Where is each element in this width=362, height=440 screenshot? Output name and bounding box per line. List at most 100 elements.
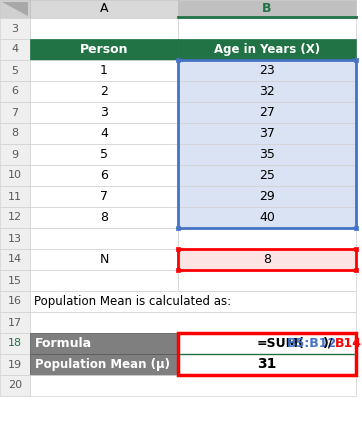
Bar bbox=[30, 18, 178, 39]
Bar bbox=[178, 60, 356, 228]
Text: 5: 5 bbox=[100, 148, 108, 161]
Text: 12: 12 bbox=[8, 213, 22, 223]
Text: 8: 8 bbox=[12, 128, 18, 139]
Bar bbox=[178, 144, 356, 165]
Bar bbox=[0, 102, 30, 123]
Bar bbox=[178, 249, 356, 270]
Text: 40: 40 bbox=[259, 211, 275, 224]
Bar bbox=[0, 207, 30, 228]
Bar bbox=[30, 186, 178, 207]
Text: 29: 29 bbox=[259, 190, 275, 203]
Bar bbox=[0, 354, 30, 375]
Bar bbox=[178, 18, 356, 39]
Text: 4: 4 bbox=[12, 44, 18, 55]
Bar bbox=[30, 333, 178, 354]
Text: 7: 7 bbox=[100, 190, 108, 203]
Bar bbox=[178, 0, 356, 18]
Text: B5:B12: B5:B12 bbox=[287, 337, 337, 350]
Bar bbox=[178, 81, 356, 102]
Text: B: B bbox=[262, 3, 272, 15]
Bar bbox=[30, 165, 178, 186]
Text: 14: 14 bbox=[8, 254, 22, 264]
Text: =SUM(: =SUM( bbox=[257, 337, 305, 350]
Text: 8: 8 bbox=[263, 253, 271, 266]
Text: 31: 31 bbox=[257, 357, 277, 371]
Text: 4: 4 bbox=[100, 127, 108, 140]
Bar bbox=[0, 333, 30, 354]
Bar bbox=[178, 186, 356, 207]
Text: 37: 37 bbox=[259, 127, 275, 140]
Text: 25: 25 bbox=[259, 169, 275, 182]
Text: Person: Person bbox=[80, 43, 128, 56]
Text: Age in Years (X): Age in Years (X) bbox=[214, 43, 320, 56]
Bar bbox=[0, 312, 30, 333]
Bar bbox=[0, 249, 30, 270]
Bar bbox=[0, 228, 30, 249]
Bar bbox=[354, 58, 358, 62]
Bar bbox=[0, 123, 30, 144]
Polygon shape bbox=[2, 2, 28, 16]
Text: 27: 27 bbox=[259, 106, 275, 119]
Text: 16: 16 bbox=[8, 297, 22, 307]
Text: 15: 15 bbox=[8, 275, 22, 286]
Bar bbox=[0, 291, 30, 312]
Bar bbox=[30, 39, 178, 60]
Bar bbox=[30, 60, 178, 81]
Bar bbox=[0, 18, 30, 39]
Bar bbox=[354, 247, 358, 251]
Bar bbox=[176, 58, 180, 62]
Bar bbox=[0, 270, 30, 291]
Bar bbox=[30, 123, 178, 144]
Text: A: A bbox=[100, 3, 108, 15]
Text: 6: 6 bbox=[12, 87, 18, 96]
Text: 20: 20 bbox=[8, 381, 22, 390]
Bar bbox=[30, 144, 178, 165]
Text: 17: 17 bbox=[8, 318, 22, 327]
Bar bbox=[30, 207, 178, 228]
Text: B14: B14 bbox=[335, 337, 362, 350]
Bar bbox=[30, 354, 178, 375]
Text: 35: 35 bbox=[259, 148, 275, 161]
Bar bbox=[30, 312, 356, 333]
Bar bbox=[178, 123, 356, 144]
Bar bbox=[30, 102, 178, 123]
Text: 7: 7 bbox=[12, 107, 18, 117]
Text: 3: 3 bbox=[100, 106, 108, 119]
Text: Population Mean (μ): Population Mean (μ) bbox=[35, 358, 170, 371]
Bar bbox=[178, 228, 356, 249]
Bar bbox=[30, 291, 356, 312]
Text: 13: 13 bbox=[8, 234, 22, 243]
Bar bbox=[178, 102, 356, 123]
Bar bbox=[178, 270, 356, 291]
Text: 2: 2 bbox=[100, 85, 108, 98]
Bar bbox=[0, 60, 30, 81]
Bar bbox=[354, 268, 358, 272]
Text: 19: 19 bbox=[8, 359, 22, 370]
Bar bbox=[176, 226, 180, 230]
Text: 10: 10 bbox=[8, 170, 22, 180]
Text: 5: 5 bbox=[12, 66, 18, 76]
Bar bbox=[0, 375, 30, 396]
Bar bbox=[178, 333, 356, 375]
Text: )/: )/ bbox=[323, 337, 333, 350]
Bar bbox=[354, 226, 358, 230]
Bar bbox=[0, 0, 30, 18]
Text: 8: 8 bbox=[100, 211, 108, 224]
Bar bbox=[30, 228, 178, 249]
Text: N: N bbox=[99, 253, 109, 266]
Bar bbox=[176, 247, 180, 251]
Bar bbox=[0, 144, 30, 165]
Bar bbox=[178, 165, 356, 186]
Text: 32: 32 bbox=[259, 85, 275, 98]
Bar bbox=[178, 333, 356, 354]
Text: 6: 6 bbox=[100, 169, 108, 182]
Bar bbox=[178, 249, 356, 270]
Bar bbox=[178, 60, 356, 81]
Bar bbox=[30, 375, 356, 396]
Bar bbox=[0, 39, 30, 60]
Text: Population Mean is calculated as:: Population Mean is calculated as: bbox=[34, 295, 231, 308]
Bar bbox=[30, 0, 178, 18]
Bar bbox=[178, 354, 356, 375]
Text: 1: 1 bbox=[100, 64, 108, 77]
Bar bbox=[178, 39, 356, 60]
